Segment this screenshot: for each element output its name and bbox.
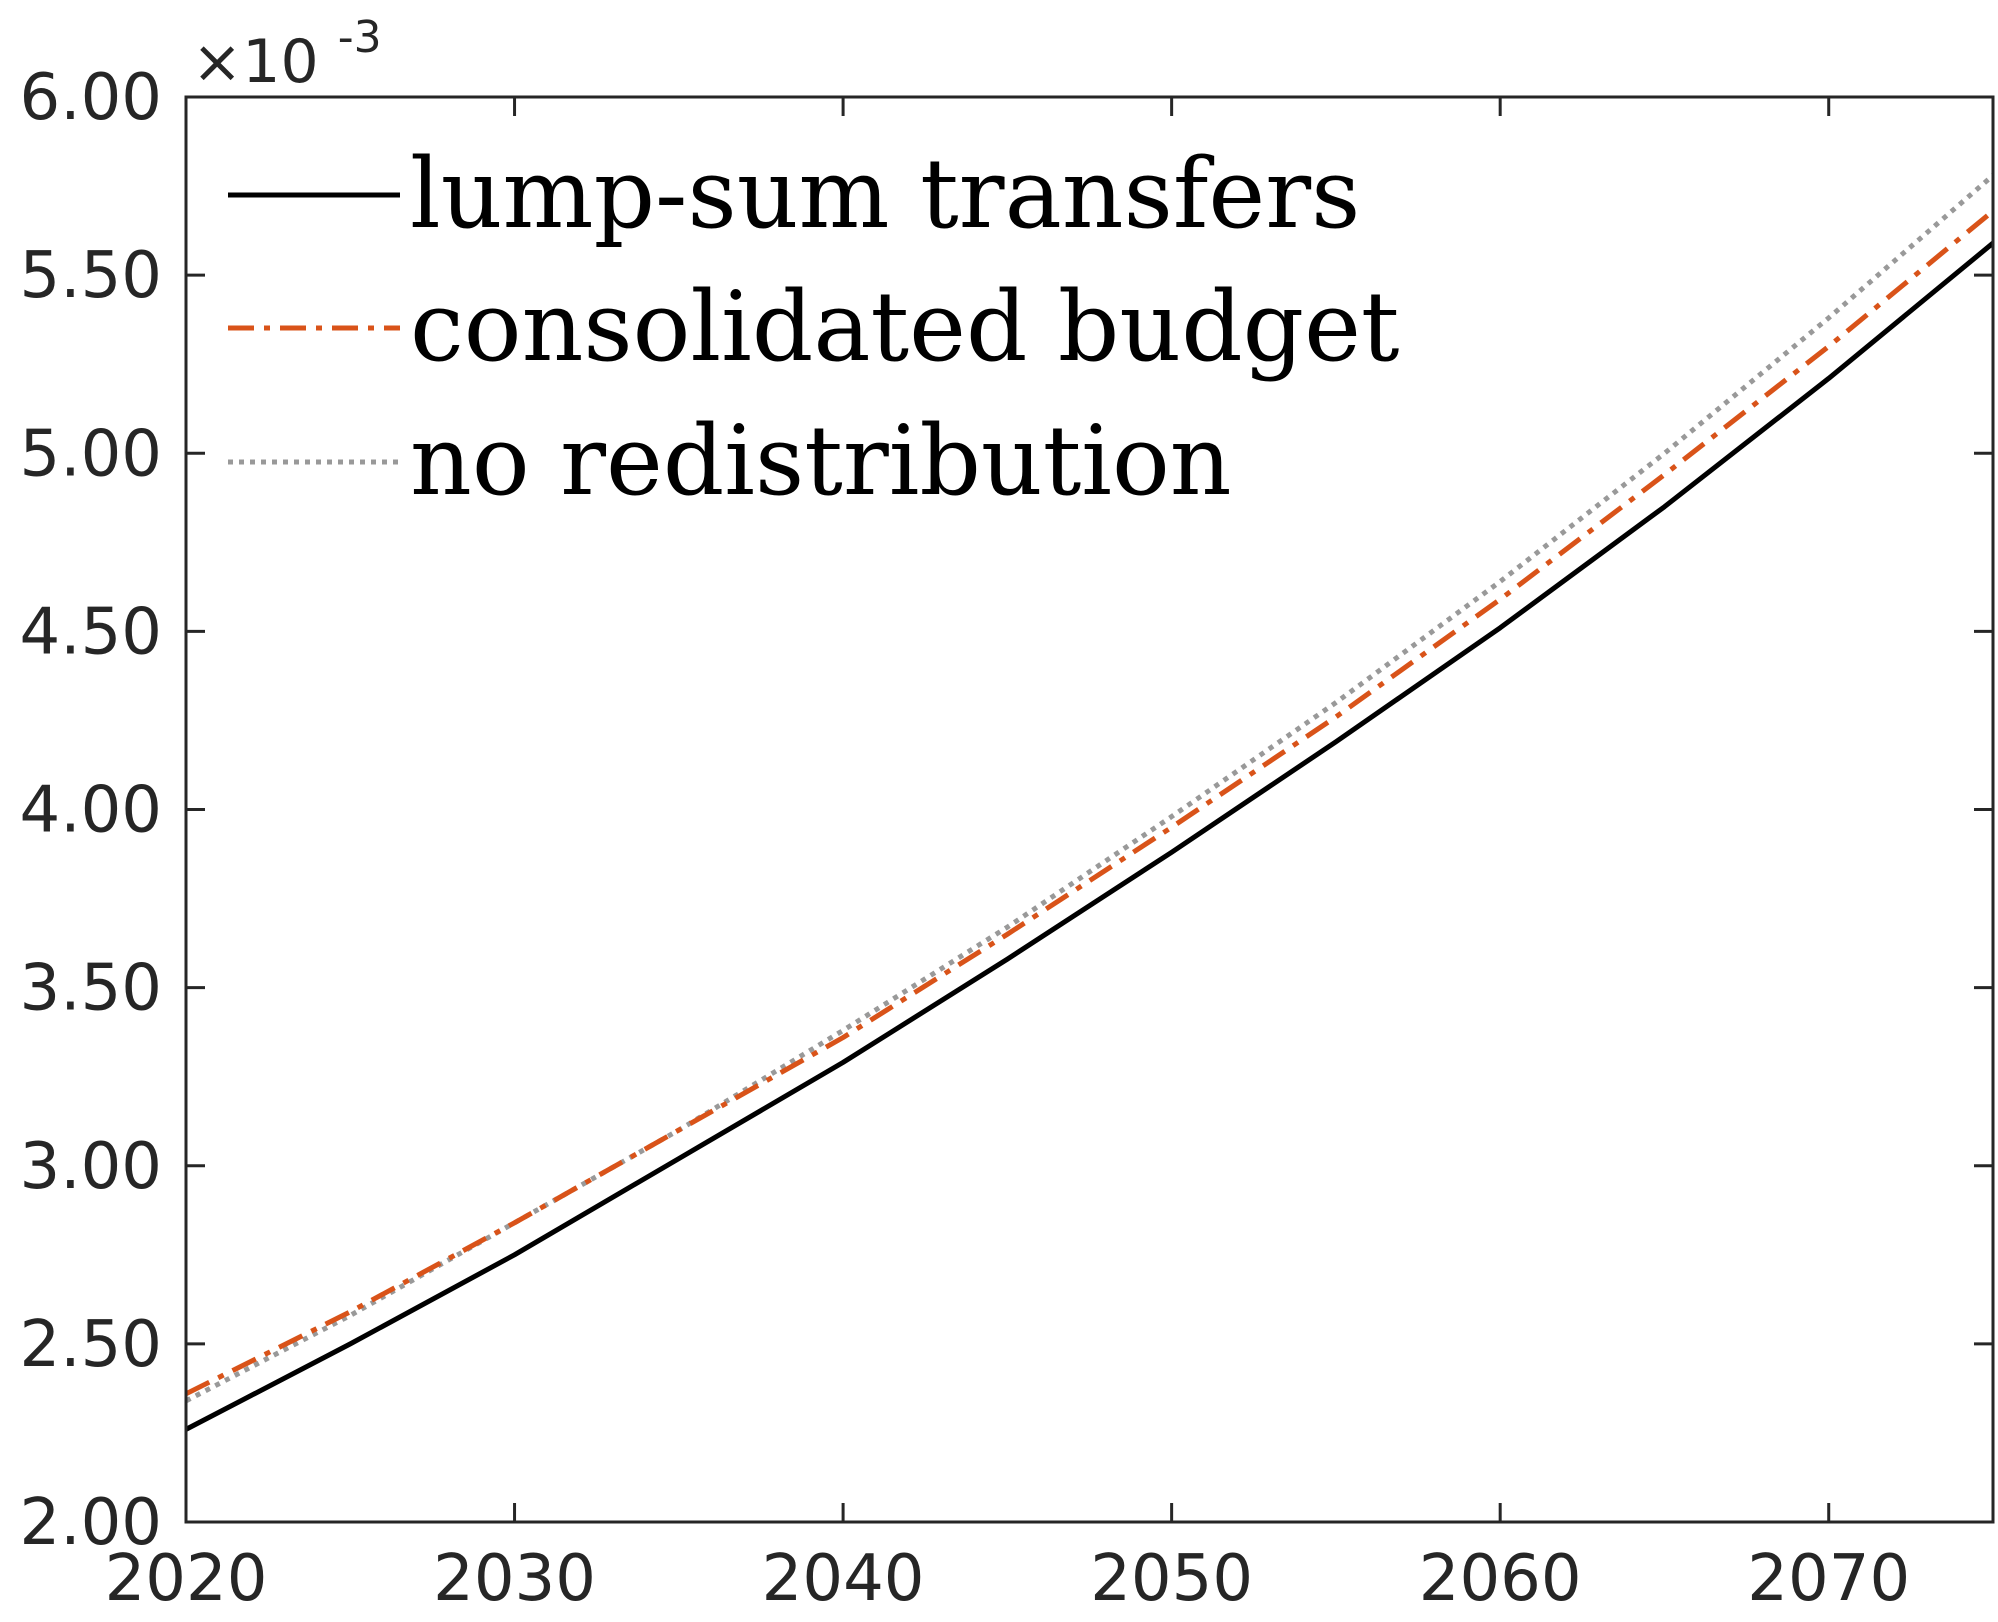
x-tick-labels: 2020 2030 2040 2050 2060 2070 xyxy=(105,1542,1911,1616)
x-tick-label: 2070 xyxy=(1747,1542,1910,1616)
y-tick-label: 3.50 xyxy=(20,952,163,1026)
multiplier-base: ×10 xyxy=(192,27,319,97)
y-tick-label: 6.00 xyxy=(20,61,163,135)
x-tick-label: 2050 xyxy=(1090,1542,1253,1616)
series-line-lump-sum-transfers xyxy=(184,241,1995,1432)
y-tick-label: 2.50 xyxy=(20,1308,163,1382)
legend-label: consolidated budget xyxy=(410,271,1399,383)
y-tick-label: 5.00 xyxy=(20,417,163,491)
svg-text:×10 -3: ×10 -3 xyxy=(192,12,382,97)
y-tick-label: 5.50 xyxy=(20,239,163,313)
x-tick-label: 2040 xyxy=(762,1542,925,1616)
y-tick-label: 3.00 xyxy=(20,1130,163,1204)
x-tick-label: 2060 xyxy=(1419,1542,1582,1616)
legend: lump-sum transfers consolidated budget no … xyxy=(228,138,1399,517)
plot-area-frame xyxy=(184,95,1995,1524)
x-tick-label: 2030 xyxy=(433,1542,596,1616)
y-tick-label: 4.50 xyxy=(20,595,163,669)
multiplier-exponent: -3 xyxy=(338,12,382,63)
series-line-consolidated-budget xyxy=(184,209,1995,1397)
y-axis-multiplier: ×10 -3 xyxy=(192,12,382,97)
legend-label: lump-sum transfers xyxy=(410,138,1360,250)
y-tick-labels: 2.00 2.50 3.00 3.50 4.00 4.50 5.00 5.50 6.00 xyxy=(20,61,163,1560)
y-tick-label: 2.00 xyxy=(20,1486,163,1560)
y-tick-label: 4.00 xyxy=(20,774,163,848)
x-tick-label: 2020 xyxy=(105,1542,268,1616)
series-lines xyxy=(184,173,1995,1432)
legend-label: no redistribution xyxy=(410,405,1232,517)
series-line-no-redistribution xyxy=(184,173,1995,1404)
